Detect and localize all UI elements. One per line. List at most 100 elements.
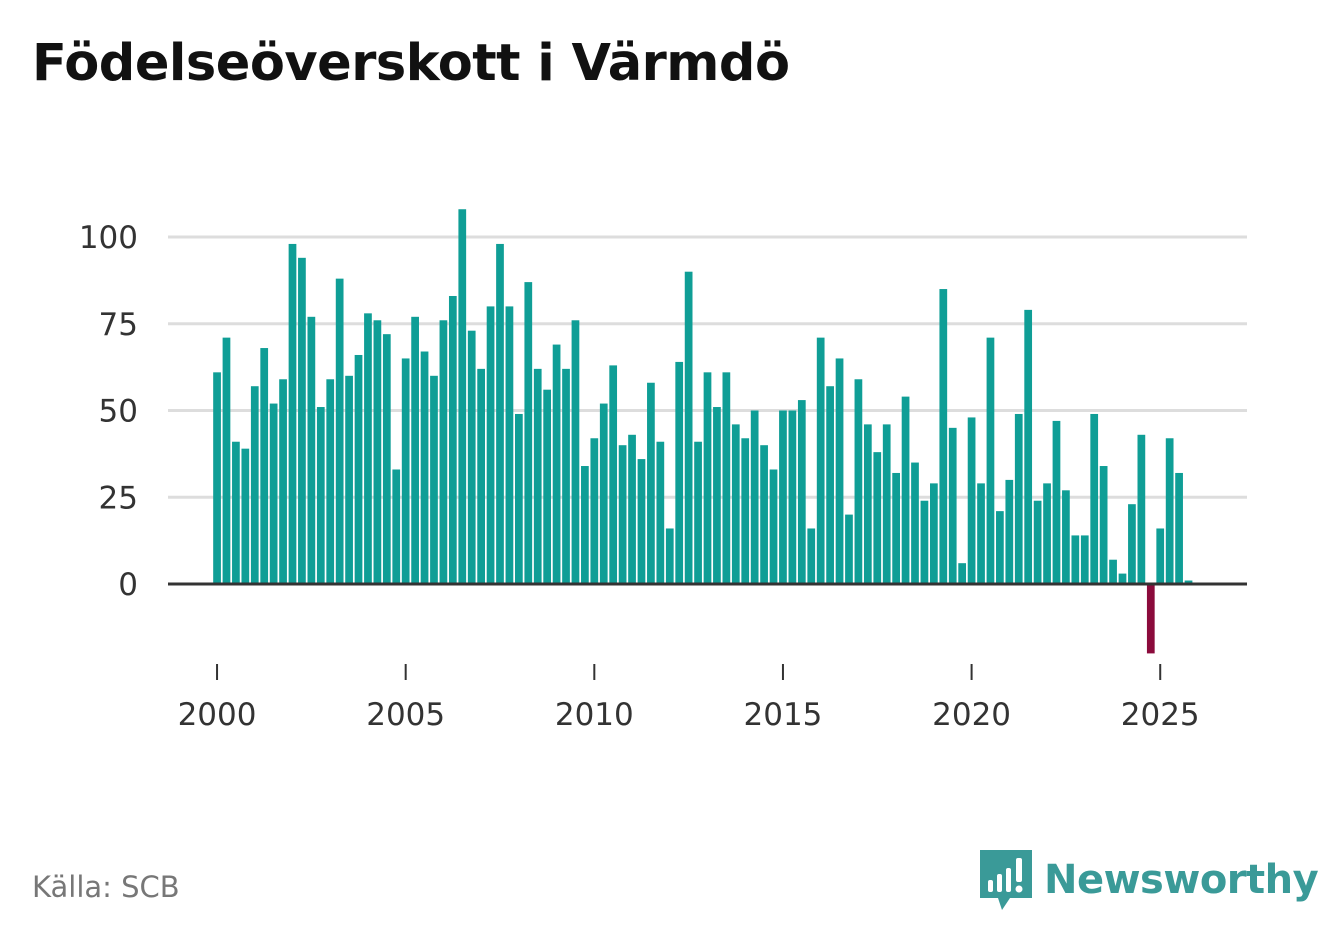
bar[interactable] bbox=[1175, 472, 1183, 584]
bar[interactable] bbox=[656, 441, 665, 584]
bar[interactable] bbox=[873, 452, 882, 584]
bar[interactable] bbox=[882, 424, 891, 584]
bar[interactable] bbox=[448, 295, 457, 584]
bar[interactable] bbox=[241, 448, 250, 584]
bar[interactable] bbox=[760, 445, 768, 584]
bar[interactable] bbox=[571, 320, 580, 584]
bar[interactable] bbox=[1024, 309, 1033, 584]
bar[interactable] bbox=[326, 379, 335, 584]
bar[interactable] bbox=[1146, 584, 1155, 654]
bar[interactable] bbox=[316, 407, 325, 584]
bar[interactable] bbox=[260, 348, 269, 584]
bar[interactable] bbox=[986, 337, 995, 584]
bar[interactable] bbox=[279, 379, 287, 584]
bar[interactable] bbox=[373, 320, 382, 584]
bar[interactable] bbox=[590, 438, 599, 584]
bar[interactable] bbox=[1033, 500, 1042, 584]
bar[interactable] bbox=[1128, 504, 1136, 584]
bar[interactable] bbox=[647, 382, 655, 584]
bar[interactable] bbox=[1137, 434, 1146, 584]
bar[interactable] bbox=[920, 500, 929, 584]
bar[interactable] bbox=[967, 417, 976, 584]
bar[interactable] bbox=[1043, 483, 1051, 584]
bar[interactable] bbox=[467, 330, 476, 584]
bar[interactable] bbox=[533, 368, 542, 584]
bar[interactable] bbox=[845, 514, 853, 584]
bar[interactable] bbox=[609, 365, 618, 584]
bar[interactable] bbox=[939, 289, 948, 584]
bar[interactable] bbox=[335, 278, 344, 584]
bar[interactable] bbox=[599, 403, 608, 584]
bar[interactable] bbox=[581, 466, 589, 584]
bar[interactable] bbox=[713, 407, 721, 584]
bar[interactable] bbox=[1062, 490, 1070, 584]
bar[interactable] bbox=[665, 528, 674, 584]
bar[interactable] bbox=[354, 354, 363, 584]
bar[interactable] bbox=[1099, 466, 1108, 584]
bar[interactable] bbox=[797, 400, 806, 584]
newsworthy-logo[interactable]: Newsworthy bbox=[980, 850, 1319, 910]
bar[interactable] bbox=[741, 438, 750, 584]
bar[interactable] bbox=[382, 334, 391, 584]
bar[interactable] bbox=[863, 424, 872, 584]
bar[interactable] bbox=[996, 511, 1004, 584]
bar[interactable] bbox=[486, 306, 495, 584]
bar[interactable] bbox=[505, 306, 514, 584]
bar[interactable] bbox=[675, 361, 684, 584]
bar[interactable] bbox=[1165, 438, 1174, 584]
bar[interactable] bbox=[1005, 479, 1014, 584]
bar[interactable] bbox=[401, 358, 410, 584]
bar[interactable] bbox=[458, 209, 467, 585]
bar[interactable] bbox=[288, 243, 297, 584]
bar[interactable] bbox=[232, 441, 240, 584]
bar[interactable] bbox=[496, 243, 504, 584]
bar[interactable] bbox=[779, 410, 787, 585]
bar[interactable] bbox=[684, 271, 693, 584]
bar[interactable] bbox=[826, 386, 834, 584]
bar[interactable] bbox=[901, 396, 910, 584]
bar[interactable] bbox=[213, 372, 221, 584]
bar[interactable] bbox=[1014, 413, 1023, 584]
bar[interactable] bbox=[543, 389, 552, 584]
bar[interactable] bbox=[269, 403, 278, 584]
bar[interactable] bbox=[298, 257, 306, 584]
bar[interactable] bbox=[958, 563, 967, 584]
bar[interactable] bbox=[807, 528, 816, 584]
bar[interactable] bbox=[1052, 420, 1061, 584]
bar[interactable] bbox=[364, 313, 372, 584]
bar[interactable] bbox=[250, 386, 259, 584]
bar[interactable] bbox=[1109, 559, 1117, 584]
bar[interactable] bbox=[1184, 580, 1193, 584]
bar[interactable] bbox=[835, 358, 844, 584]
bar[interactable] bbox=[637, 459, 646, 584]
bar[interactable] bbox=[1080, 535, 1089, 584]
bar[interactable] bbox=[694, 441, 702, 584]
bar[interactable] bbox=[392, 469, 401, 584]
bar[interactable] bbox=[769, 469, 778, 584]
bar[interactable] bbox=[816, 337, 825, 584]
bar[interactable] bbox=[307, 316, 316, 584]
bar[interactable] bbox=[892, 472, 900, 584]
bar[interactable] bbox=[411, 316, 419, 584]
bar[interactable] bbox=[788, 410, 797, 585]
bar[interactable] bbox=[515, 413, 523, 584]
bar[interactable] bbox=[222, 337, 231, 584]
bar[interactable] bbox=[948, 427, 957, 584]
bar[interactable] bbox=[628, 434, 636, 584]
bar[interactable] bbox=[930, 483, 938, 584]
bar[interactable] bbox=[562, 368, 570, 584]
bar[interactable] bbox=[1156, 528, 1165, 584]
bar[interactable] bbox=[477, 368, 485, 584]
bar[interactable] bbox=[977, 483, 985, 584]
bar[interactable] bbox=[722, 372, 731, 584]
bar[interactable] bbox=[731, 424, 740, 584]
bar[interactable] bbox=[911, 462, 919, 584]
bar[interactable] bbox=[345, 375, 353, 584]
bar[interactable] bbox=[439, 320, 448, 584]
bar[interactable] bbox=[750, 410, 759, 585]
bar[interactable] bbox=[430, 375, 438, 584]
bar[interactable] bbox=[552, 344, 561, 584]
bar[interactable] bbox=[703, 372, 712, 584]
bar[interactable] bbox=[420, 351, 429, 584]
bar[interactable] bbox=[854, 379, 863, 584]
